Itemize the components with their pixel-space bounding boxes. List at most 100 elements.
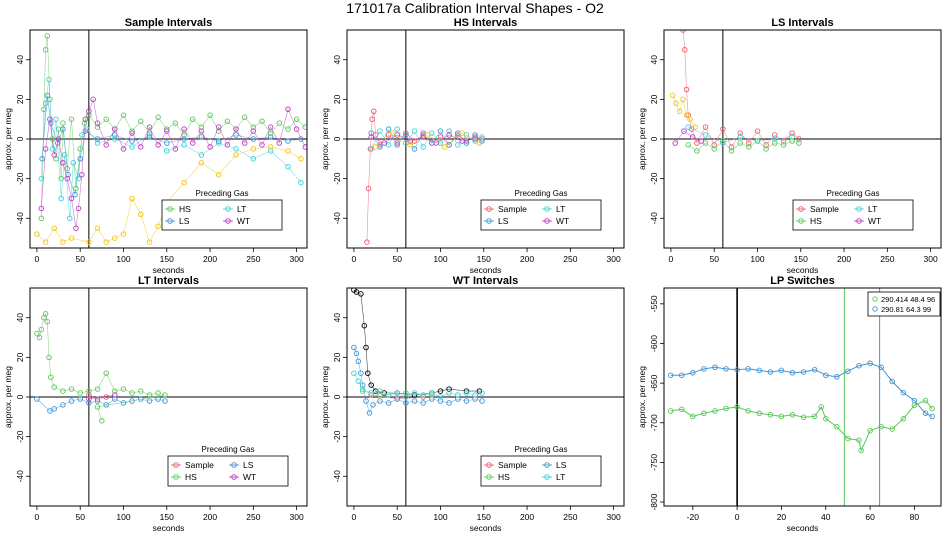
data-point xyxy=(673,100,679,107)
data-point xyxy=(99,418,105,424)
data-point xyxy=(120,146,127,152)
panel-lp: LP Switches -20 0 20 40 60 80 seconds -800 -750 -7… xyxy=(637,275,942,533)
data-point xyxy=(811,413,818,420)
data-point xyxy=(94,404,101,410)
data-point xyxy=(366,410,373,416)
x-tick-label: 250 xyxy=(880,254,894,264)
data-point xyxy=(889,378,895,385)
data-point xyxy=(103,394,109,400)
data-point xyxy=(112,126,118,132)
data-point xyxy=(68,195,75,202)
x-tick-label: 0 xyxy=(35,512,40,522)
data-point xyxy=(734,404,740,410)
series-ls xyxy=(351,344,485,416)
series-sample xyxy=(680,30,802,150)
legend-swatch xyxy=(544,474,550,480)
data-point xyxy=(77,396,83,402)
data-point xyxy=(680,96,686,103)
data-point xyxy=(437,398,444,404)
y-tick-label: -20 xyxy=(15,172,25,185)
data-point xyxy=(276,140,283,146)
data-point xyxy=(694,140,700,146)
data-point xyxy=(138,388,144,394)
data-point xyxy=(112,235,118,241)
x-tick-label: 100 xyxy=(433,254,447,264)
data-point xyxy=(293,116,300,122)
data-point xyxy=(678,372,685,378)
data-point xyxy=(302,144,307,150)
data-point xyxy=(361,322,368,329)
data-point xyxy=(381,140,387,146)
legend-box xyxy=(161,199,283,231)
x-tick-label: 0 xyxy=(735,512,740,522)
data-point xyxy=(690,413,696,420)
data-point xyxy=(75,205,82,212)
legend-label: HS xyxy=(498,472,510,482)
series-line xyxy=(41,35,306,219)
data-point xyxy=(94,120,101,126)
data-point xyxy=(112,136,118,142)
series-upper xyxy=(667,360,935,420)
x-tick-label: 200 xyxy=(520,254,534,264)
data-point xyxy=(129,390,135,396)
x-tick-label: 150 xyxy=(477,254,491,264)
data-point xyxy=(701,366,707,372)
data-point xyxy=(789,370,796,376)
data-point xyxy=(198,124,205,130)
data-point xyxy=(189,116,196,122)
data-point xyxy=(669,92,676,99)
data-point xyxy=(42,239,49,245)
data-point xyxy=(233,146,239,152)
legend-box xyxy=(480,455,602,487)
x-axis-label: seconds xyxy=(787,265,819,275)
data-point xyxy=(34,396,40,402)
y-tick-label: 20 xyxy=(332,352,342,362)
data-point xyxy=(58,175,64,182)
y-tick-label: 20 xyxy=(15,94,25,104)
legend-swatch xyxy=(798,218,804,224)
data-point xyxy=(285,148,291,154)
data-point xyxy=(394,126,400,132)
y-tick-label: -750 xyxy=(649,454,659,471)
y-tick-label: -40 xyxy=(649,212,659,225)
data-point xyxy=(146,124,153,130)
data-point xyxy=(181,136,187,142)
data-point xyxy=(723,366,729,372)
legend-label: WT xyxy=(243,472,256,482)
data-point xyxy=(789,138,795,144)
data-point xyxy=(385,400,392,406)
data-point xyxy=(756,367,763,374)
data-point xyxy=(103,142,109,148)
data-point xyxy=(789,134,795,140)
legend-label: Sample xyxy=(810,204,839,214)
data-point xyxy=(463,132,470,138)
data-point xyxy=(38,326,45,333)
data-point xyxy=(60,126,66,132)
data-point xyxy=(38,205,45,212)
legend-label: 290.414 48.4 96 xyxy=(881,295,935,304)
data-point xyxy=(120,386,127,392)
data-point xyxy=(772,140,778,146)
data-point xyxy=(112,396,118,402)
data-point xyxy=(351,370,357,376)
series-line xyxy=(688,140,800,152)
data-point xyxy=(929,413,935,420)
legend: Preceding Gas HS LT LS WT xyxy=(161,189,283,231)
data-point xyxy=(446,132,452,138)
data-point xyxy=(442,144,448,150)
data-point xyxy=(355,358,362,365)
data-point xyxy=(823,416,829,422)
y-tick-label: -40 xyxy=(15,212,25,225)
x-tick-label: 100 xyxy=(116,254,130,264)
y-tick-label: -20 xyxy=(332,430,342,443)
data-point xyxy=(267,148,274,154)
data-point xyxy=(64,175,70,182)
series-line xyxy=(41,79,302,219)
data-point xyxy=(207,144,213,150)
series-line xyxy=(670,399,933,453)
legend-label: HS xyxy=(179,204,191,214)
plot-area xyxy=(347,30,624,248)
data-point xyxy=(455,392,461,398)
data-point xyxy=(858,447,864,454)
series-line xyxy=(36,312,166,421)
